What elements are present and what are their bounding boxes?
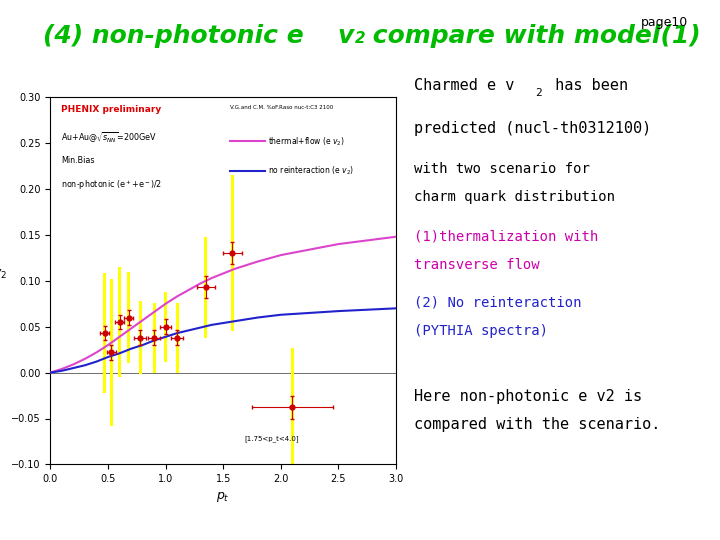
Text: Charmed e v: Charmed e v (414, 78, 514, 93)
Text: compared with the scenario.: compared with the scenario. (414, 417, 660, 432)
Bar (139, 301, 142, 374)
Text: V.G.and C.M. %oF.Raso nuc-t:C3 2100: V.G.and C.M. %oF.Raso nuc-t:C3 2100 (230, 105, 333, 110)
Text: has been: has been (546, 78, 628, 93)
Bar (127, 272, 130, 363)
Bar (153, 303, 156, 373)
Text: [1.75<p_t<4.0]: [1.75<p_t<4.0] (244, 436, 299, 442)
Bar (204, 237, 207, 338)
Text: 2: 2 (355, 31, 366, 46)
Text: (PYTHIA spectra): (PYTHIA spectra) (414, 324, 548, 338)
Text: with two scenario for: with two scenario for (414, 162, 590, 176)
Bar (110, 279, 113, 426)
Y-axis label: $v_2$: $v_2$ (0, 268, 7, 281)
Bar (231, 175, 234, 331)
Bar (118, 267, 121, 377)
Text: thermal+flow (e $v_2$): thermal+flow (e $v_2$) (268, 135, 345, 147)
Text: charm quark distribution: charm quark distribution (414, 190, 615, 204)
Text: (2) No reinteraction: (2) No reinteraction (414, 296, 582, 310)
Text: v: v (337, 24, 354, 48)
Text: Here non-photonic e v2 is: Here non-photonic e v2 is (414, 389, 642, 404)
Text: predicted (nucl-th0312100): predicted (nucl-th0312100) (414, 122, 652, 137)
Text: page10: page10 (641, 16, 688, 29)
Text: (4) non-photonic e: (4) non-photonic e (43, 24, 312, 48)
Text: compare with model(1): compare with model(1) (364, 24, 701, 48)
Bar (291, 348, 294, 467)
Text: (1)thermalization with: (1)thermalization with (414, 230, 598, 244)
Text: Au+Au@$\sqrt{s_{NN}}$=200GeV: Au+Au@$\sqrt{s_{NN}}$=200GeV (60, 130, 157, 145)
Bar (176, 303, 179, 373)
Text: non-photonic (e$^+$+e$^-$)/2: non-photonic (e$^+$+e$^-$)/2 (60, 178, 162, 192)
Text: 2: 2 (535, 88, 541, 98)
Text: PHENIX preliminary: PHENIX preliminary (60, 105, 161, 113)
Text: transverse flow: transverse flow (414, 258, 539, 272)
Bar (164, 292, 167, 362)
Text: no reinteraction (e $v_2$): no reinteraction (e $v_2$) (268, 164, 354, 177)
X-axis label: $p_t$: $p_t$ (217, 490, 230, 504)
Text: Min.Bias: Min.Bias (60, 156, 94, 165)
Bar (103, 273, 106, 393)
